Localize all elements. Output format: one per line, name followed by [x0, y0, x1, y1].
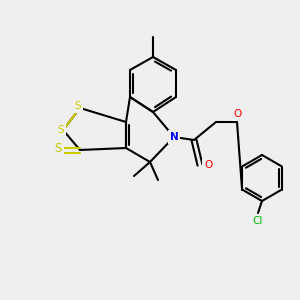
Text: O: O: [233, 109, 241, 119]
Text: S: S: [58, 125, 64, 135]
Text: S: S: [75, 101, 81, 111]
Text: Cl: Cl: [253, 216, 263, 226]
Text: S: S: [55, 142, 62, 154]
Text: O: O: [204, 160, 212, 170]
Text: N: N: [169, 132, 178, 142]
